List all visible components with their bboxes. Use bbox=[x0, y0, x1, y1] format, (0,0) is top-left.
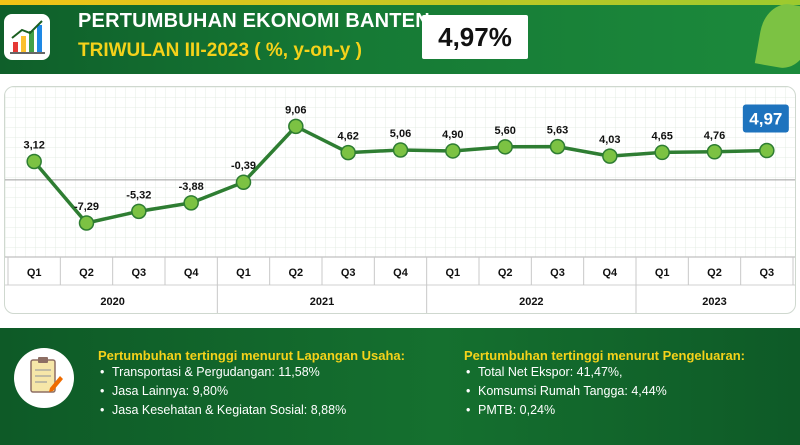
page-title: PERTUMBUHAN EKONOMI BANTEN bbox=[78, 10, 430, 32]
summary-panel: Pertumbuhan tertinggi menurut Lapangan U… bbox=[0, 328, 800, 445]
data-point bbox=[131, 203, 147, 220]
data-point bbox=[602, 148, 618, 164]
x-tick-label: Q4 bbox=[602, 267, 618, 279]
data-label: 9,06 bbox=[285, 104, 306, 116]
year-label: 2020 bbox=[100, 296, 124, 308]
data-point bbox=[392, 142, 409, 158]
chart-area: Q1 Q2 Q3 Q4 Q1 Q2 Q3 Q4 Q1 Q2 Q3 Q4 Q1 Q2 Q3 2020 2021 20… bbox=[4, 86, 796, 314]
notes-right-list: Total Net Ekspor: 41,47%, Komsumsi Rumah… bbox=[466, 363, 667, 420]
data-point bbox=[183, 195, 199, 211]
data-point bbox=[235, 174, 252, 190]
highlight-label-box bbox=[742, 104, 789, 133]
x-tick-label: Q2 bbox=[498, 267, 513, 279]
headline-value: 4,97% bbox=[422, 15, 528, 59]
data-label: -3,88 bbox=[179, 181, 204, 193]
data-point bbox=[288, 118, 304, 135]
data-label: -7,29 bbox=[74, 201, 99, 213]
data-point bbox=[445, 143, 461, 159]
clipboard-notes-icon bbox=[14, 348, 74, 408]
data-label: -5,32 bbox=[126, 189, 151, 201]
x-tick-label: Q3 bbox=[131, 267, 146, 279]
data-point bbox=[706, 144, 723, 160]
data-point bbox=[654, 144, 670, 161]
data-point bbox=[759, 142, 775, 159]
data-label: 5,06 bbox=[390, 128, 411, 140]
x-tick-label: Q1 bbox=[27, 267, 42, 279]
data-label: -0,39 bbox=[231, 160, 256, 172]
year-label: 2021 bbox=[310, 296, 334, 308]
data-point bbox=[340, 144, 356, 161]
x-tick-label: Q1 bbox=[655, 267, 670, 279]
data-label: 4,90 bbox=[442, 129, 463, 141]
x-tick-label: Q2 bbox=[79, 267, 94, 279]
data-point bbox=[26, 153, 42, 170]
x-tick-label: Q4 bbox=[393, 267, 409, 279]
x-tick-label: Q3 bbox=[759, 267, 774, 279]
data-point bbox=[549, 138, 566, 155]
x-tick-label: Q2 bbox=[288, 267, 303, 279]
leaf-icon bbox=[754, 0, 800, 72]
data-point bbox=[78, 215, 95, 231]
data-label: 4,03 bbox=[599, 134, 620, 146]
header-stripe bbox=[0, 0, 800, 5]
data-label: 4,97 bbox=[749, 110, 782, 129]
list-item: Jasa Kesehatan & Kegiatan Sosial: 8,88% bbox=[100, 401, 346, 420]
chart-growth-icon bbox=[4, 14, 50, 60]
list-item: Jasa Lainnya: 9,80% bbox=[100, 382, 346, 401]
data-label: 3,12 bbox=[23, 139, 44, 151]
notes-left-title: Pertumbuhan tertinggi menurut Lapangan U… bbox=[98, 348, 405, 363]
notes-left-list: Transportasi & Pergudangan: 11,58% Jasa … bbox=[100, 363, 346, 420]
year-label: 2023 bbox=[702, 296, 726, 308]
data-label: 4,62 bbox=[337, 131, 358, 143]
year-label: 2022 bbox=[519, 296, 543, 308]
list-item: Transportasi & Pergudangan: 11,58% bbox=[100, 363, 346, 382]
header-banner: PERTUMBUHAN EKONOMI BANTEN TRIWULAN III-… bbox=[0, 0, 800, 74]
list-item: PMTB: 0,24% bbox=[466, 401, 667, 420]
x-tick-label: Q1 bbox=[236, 267, 251, 279]
notes-right-title: Pertumbuhan tertinggi menurut Pengeluara… bbox=[464, 348, 745, 363]
x-tick-label: Q3 bbox=[341, 267, 356, 279]
x-tick-label: Q3 bbox=[550, 267, 565, 279]
data-point bbox=[497, 139, 513, 155]
line-chart: Q1 Q2 Q3 Q4 Q1 Q2 Q3 Q4 Q1 Q2 Q3 Q4 Q1 Q2 Q3 2020 2021 20… bbox=[5, 87, 795, 313]
x-tick-label: Q4 bbox=[184, 267, 200, 279]
list-item: Komsumsi Rumah Tangga: 4,44% bbox=[466, 382, 667, 401]
page-subtitle: TRIWULAN III-2023 ( %, y-on-y ) bbox=[78, 40, 362, 61]
data-label: 5,63 bbox=[547, 125, 568, 137]
data-label: 4,65 bbox=[651, 130, 672, 142]
data-label: 5,60 bbox=[494, 125, 515, 137]
data-label: 4,76 bbox=[704, 130, 725, 142]
x-tick-label: Q1 bbox=[445, 267, 460, 279]
list-item: Total Net Ekspor: 41,47%, bbox=[466, 363, 667, 382]
x-tick-label: Q2 bbox=[707, 267, 722, 279]
